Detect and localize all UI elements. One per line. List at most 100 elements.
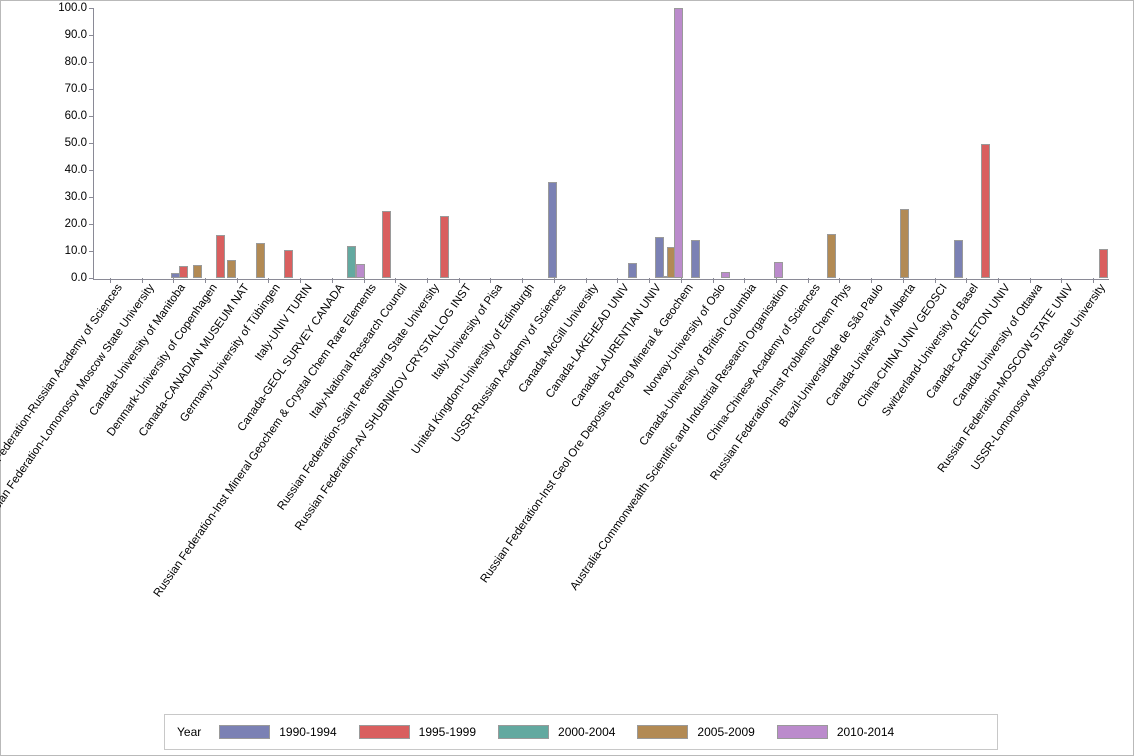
x-axis-tick-mark — [205, 278, 207, 283]
bar — [627, 263, 637, 278]
bar — [827, 233, 837, 278]
legend-label: 1995-1999 — [418, 725, 477, 739]
y-axis-tick-mark — [89, 89, 94, 90]
x-axis-tick-label: Italy-UNIV TURIN — [253, 282, 316, 364]
x-axis-tick-mark — [1061, 278, 1063, 283]
x-axis-tick-mark — [395, 278, 397, 283]
x-axis-tick-mark — [744, 278, 746, 283]
x-axis-tick-mark — [109, 278, 111, 283]
y-axis-tick-mark — [89, 116, 94, 117]
y-axis-tick-mark — [89, 62, 94, 63]
y-axis-tick-label: 80.0 — [64, 56, 87, 68]
y-axis-tick-label: 90.0 — [64, 29, 87, 41]
bar — [1099, 249, 1109, 278]
bar — [381, 211, 391, 278]
y-axis-tick-label: 20.0 — [64, 218, 87, 230]
x-axis-tick-mark — [997, 278, 999, 283]
x-axis-tick-mark — [966, 278, 968, 283]
x-axis-tick-mark — [807, 278, 809, 283]
plot-inner: 0.0 10.0 20.0 30.0 40.0 50.0 60.0 70.0 80.0 90.0 1… — [58, 2, 1109, 284]
legend-entry[interactable]: 2010-2014 — [776, 725, 895, 739]
y-axis-tick-label: 100.0 — [58, 2, 87, 14]
legend-swatch — [358, 725, 410, 739]
x-axis-tick-mark — [871, 278, 873, 283]
x-axis-tick-mark — [775, 278, 777, 283]
x-axis-tick-mark — [680, 278, 682, 283]
y-axis-tick-mark — [89, 251, 94, 252]
y-axis-tick-mark — [89, 170, 94, 171]
x-axis-tick-mark — [268, 278, 270, 283]
bar — [980, 143, 990, 278]
legend-label: 1990-1994 — [279, 725, 337, 739]
bar — [178, 266, 188, 278]
x-axis-tick-mark — [363, 278, 365, 283]
x-axis-tick-mark — [839, 278, 841, 283]
y-axis-tick-mark — [89, 35, 94, 36]
y-axis-tick-label: 70.0 — [64, 83, 87, 95]
x-axis-tick-mark — [585, 278, 587, 283]
x-axis-tick-mark — [649, 278, 651, 283]
x-axis-tick-mark — [934, 278, 936, 283]
bar — [673, 8, 683, 278]
x-axis-tick-mark — [173, 278, 175, 283]
y-axis-tick-mark — [89, 278, 94, 279]
legend-label: 2000-2004 — [558, 725, 616, 739]
legend-title: Year — [177, 725, 202, 739]
y-axis-tick-mark — [89, 8, 94, 9]
y-axis-tick-mark — [89, 197, 94, 198]
x-axis-tick-mark — [331, 278, 333, 283]
plot-area: 0.0 10.0 20.0 30.0 40.0 50.0 60.0 70.0 80.0 90.0 1… — [58, 2, 1109, 284]
bar — [655, 237, 665, 278]
y-axis-tick-label: 30.0 — [64, 191, 87, 203]
legend-swatch — [498, 725, 550, 739]
x-axis-labels: Russian Federation-Russian Academy of Sc… — [0, 282, 1134, 702]
legend-entry[interactable]: 2000-2004 — [498, 725, 615, 739]
y-axis-tick-label: 40.0 — [64, 164, 87, 176]
y-axis-tick-label: 0.0 — [71, 272, 87, 284]
legend-swatch — [776, 725, 828, 739]
x-axis-tick-mark — [458, 278, 460, 283]
x-axis-tick-mark — [617, 278, 619, 283]
bar — [439, 215, 449, 278]
y-axis-tick-label: 10.0 — [64, 245, 87, 257]
x-axis-tick-mark — [141, 278, 143, 283]
y-axis-tick-mark — [89, 224, 94, 225]
chart-legend: Year 1990-1994 1995-1999 2000-2004 2005-200… — [164, 714, 998, 750]
bar — [216, 234, 226, 278]
y-axis-tick-mark — [89, 143, 94, 144]
bar — [356, 263, 366, 278]
bar — [900, 209, 910, 278]
x-axis-tick-mark — [1029, 278, 1031, 283]
bar — [691, 240, 701, 278]
x-axis-tick-label: Canada-University of British Columbia — [637, 282, 760, 449]
legend-entry[interactable]: 2005-2009 — [637, 725, 755, 739]
legend-label: 2010-2014 — [836, 725, 895, 739]
legend-entry[interactable]: 1995-1999 — [358, 725, 477, 739]
legend-swatch — [637, 725, 689, 739]
bar — [773, 261, 783, 278]
x-axis-tick-label: United Kingdom-University of Edinburgh — [409, 282, 538, 457]
legend-entries: 1990-1994 1995-1999 2000-2004 2005-2009 2010… — [219, 725, 916, 739]
bar — [283, 249, 293, 278]
legend-swatch — [219, 725, 271, 739]
x-axis-tick-mark — [427, 278, 429, 283]
x-axis-tick-mark — [712, 278, 714, 283]
bar — [346, 245, 356, 278]
x-axis-tick-mark — [300, 278, 302, 283]
y-axis-tick-label: 50.0 — [64, 137, 87, 149]
x-axis-tick-label: Russian Federation-Inst Geol Ore Deposit… — [478, 282, 696, 586]
bar — [547, 181, 557, 278]
y-axis-tick-label: 60.0 — [64, 110, 87, 122]
x-axis-tick-mark — [553, 278, 555, 283]
legend-label: 2005-2009 — [697, 725, 755, 739]
x-axis-tick-mark — [902, 278, 904, 283]
bar — [227, 259, 237, 278]
x-axis-tick-mark — [490, 278, 492, 283]
x-axis-tick-mark — [236, 278, 238, 283]
legend-entry[interactable]: 1990-1994 — [219, 725, 337, 739]
bar — [193, 264, 203, 278]
bar — [721, 272, 731, 278]
x-axis-tick-mark — [1093, 278, 1095, 283]
bar — [953, 239, 963, 278]
